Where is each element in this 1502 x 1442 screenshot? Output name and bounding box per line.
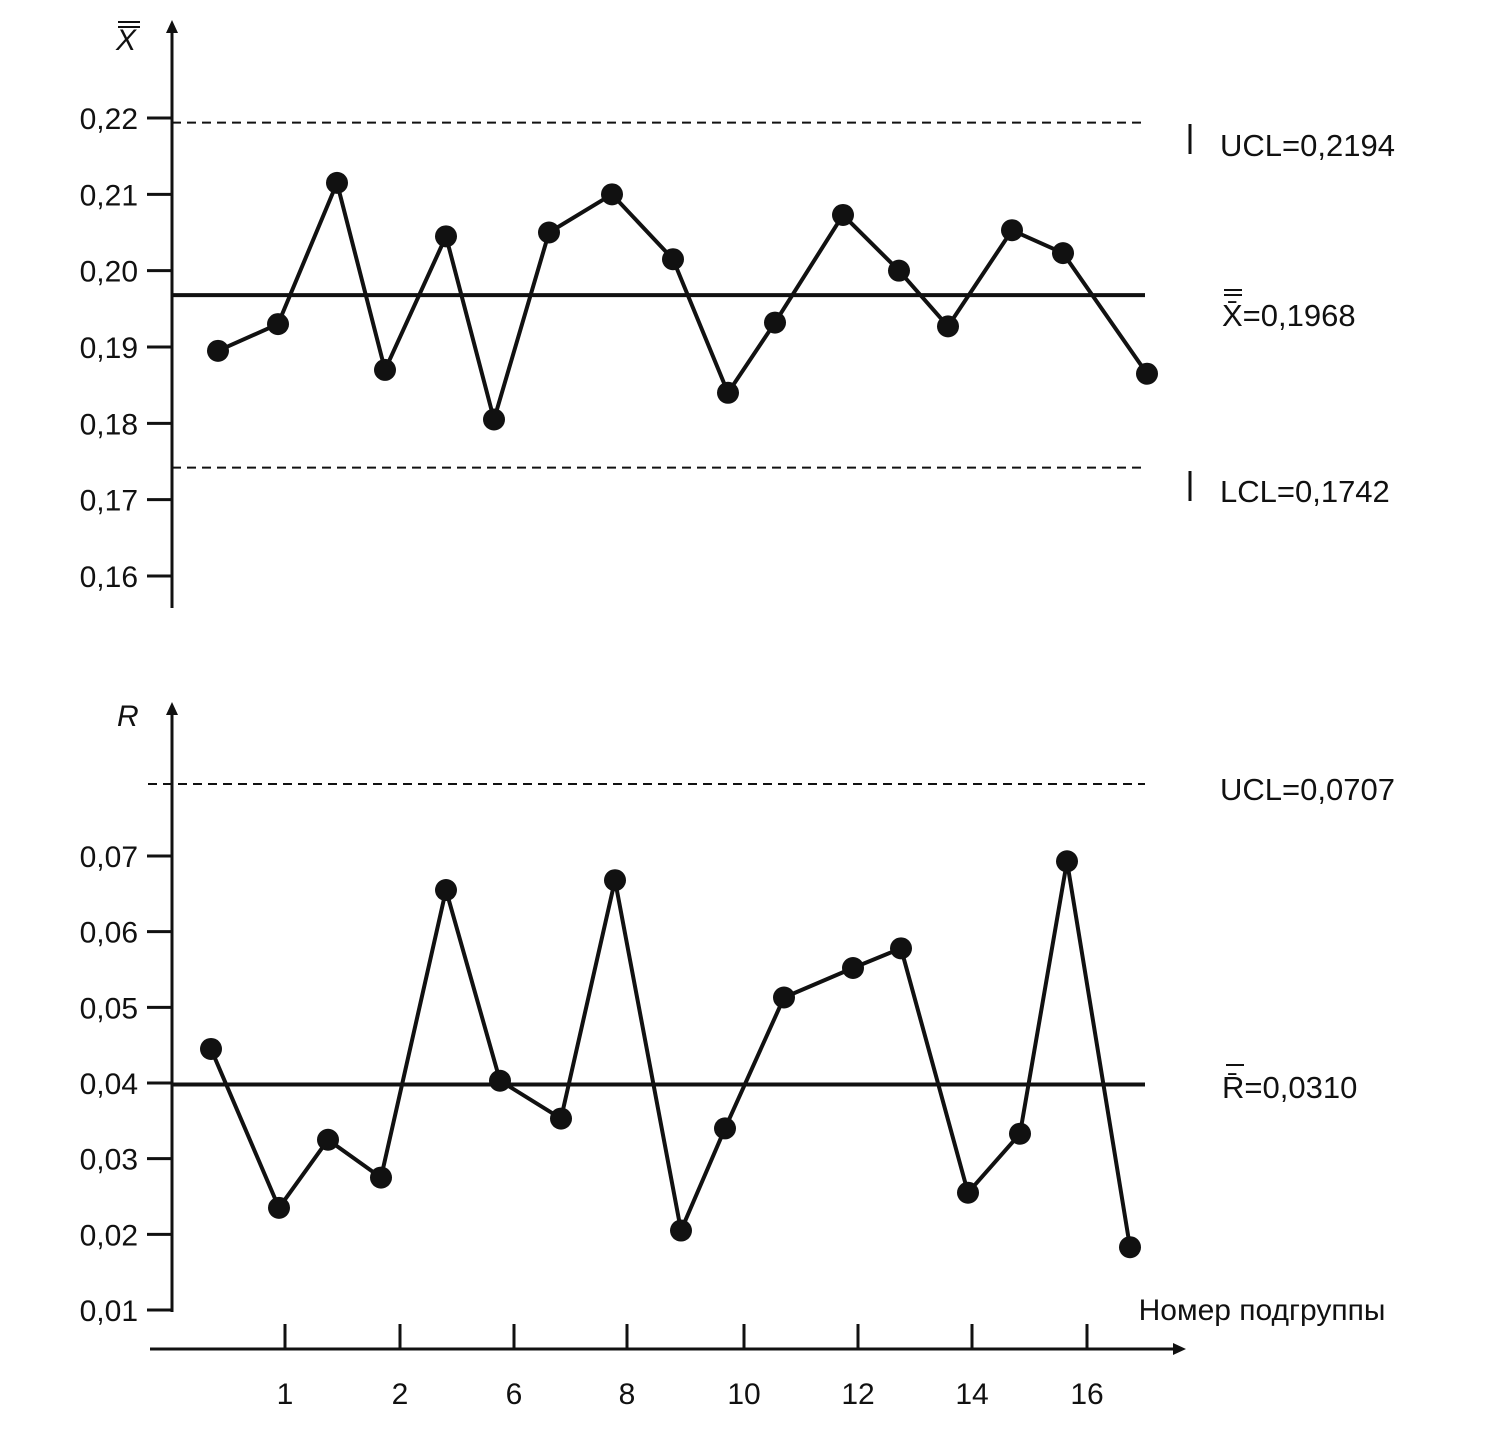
r-y-tick-label: 0,02 (80, 1219, 138, 1252)
r-y-axis-title: R (117, 700, 139, 733)
xbar-data-point (538, 221, 560, 244)
xbar-data-point (1001, 219, 1023, 242)
r-y-tick-label: 0,03 (80, 1144, 138, 1177)
xbar-y-tick-label: 0,20 (80, 256, 138, 289)
r-data-point (773, 986, 795, 1009)
r-y-tick-label: 0,05 (80, 992, 138, 1025)
xbar-data-point (483, 408, 505, 431)
r-data-point (1009, 1122, 1031, 1145)
xbar-ucl-label: UCL=0,2194 (1220, 128, 1395, 163)
r-data-point (1056, 850, 1078, 873)
r-data-point (714, 1117, 736, 1140)
r-data-point (842, 956, 864, 979)
r-data-point (268, 1196, 290, 1219)
r-y-tick-label: 0,01 (80, 1295, 138, 1328)
x-tick-label: 14 (955, 1378, 988, 1411)
xbar-y-tick-label: 0,21 (80, 179, 138, 212)
r-data-point (550, 1107, 572, 1130)
r-series-line (209, 859, 1132, 1248)
xbar-data-point (1136, 362, 1158, 385)
xbar-data-point (326, 171, 348, 194)
x-tick-label: 2 (392, 1378, 409, 1411)
x-tick-label: 10 (727, 1378, 760, 1411)
xbar-y-tick-label: 0,16 (80, 561, 138, 594)
r-data-point (435, 879, 457, 902)
xbar-data-point (267, 313, 289, 336)
x-tick-label: 6 (506, 1378, 523, 1411)
r-data-point (1119, 1236, 1141, 1259)
xbar-data-point (1052, 242, 1074, 265)
xbar-y-tick-label: 0,19 (80, 332, 138, 365)
xbar-data-point (662, 248, 684, 271)
xbar-data-point (717, 381, 739, 404)
x-tick-label: 8 (619, 1378, 636, 1411)
xbar-data-point (435, 225, 457, 248)
xbar-data-point (832, 203, 854, 226)
r-y-tick-label: 0,06 (80, 917, 138, 950)
xbar-y-tick-label: 0,22 (80, 103, 138, 136)
xbar-data-point (937, 315, 959, 338)
xbar-data-point (207, 339, 229, 362)
r-y-tick-label: 0,04 (80, 1068, 138, 1101)
r-ucl-label: UCL=0,0707 (1220, 772, 1395, 807)
r-data-point (604, 869, 626, 892)
xbar-series-line (217, 180, 1149, 422)
xbar-y-tick-label: 0,17 (80, 485, 138, 518)
xbar-y-axis-title: X (115, 24, 137, 57)
xbar-data-point (764, 311, 786, 334)
r-data-point (957, 1181, 979, 1204)
r-y-tick-label: 0,07 (80, 841, 138, 874)
r-data-point (317, 1128, 339, 1151)
x-tick-label: 12 (841, 1378, 874, 1411)
x-tick-label: 1 (277, 1378, 294, 1411)
r-data-point (670, 1219, 692, 1242)
x-tick-label: 16 (1070, 1378, 1103, 1411)
xbar-data-point (888, 259, 910, 282)
r-data-point (370, 1166, 392, 1189)
x-axis-title: Номер подгруппы (1139, 1294, 1386, 1327)
xbar-center-label: X̄=0,1968 (1222, 298, 1356, 333)
r-data-point (890, 937, 912, 960)
r-data-point (200, 1037, 222, 1060)
r-data-point (489, 1069, 511, 1092)
r-center-label: R̄=0,0310 (1222, 1070, 1357, 1105)
xbar-lcl-label: LCL=0,1742 (1220, 474, 1390, 509)
xbar-data-point (374, 358, 396, 381)
xbar-y-tick-label: 0,18 (80, 408, 138, 441)
xbar-data-point (601, 183, 623, 206)
